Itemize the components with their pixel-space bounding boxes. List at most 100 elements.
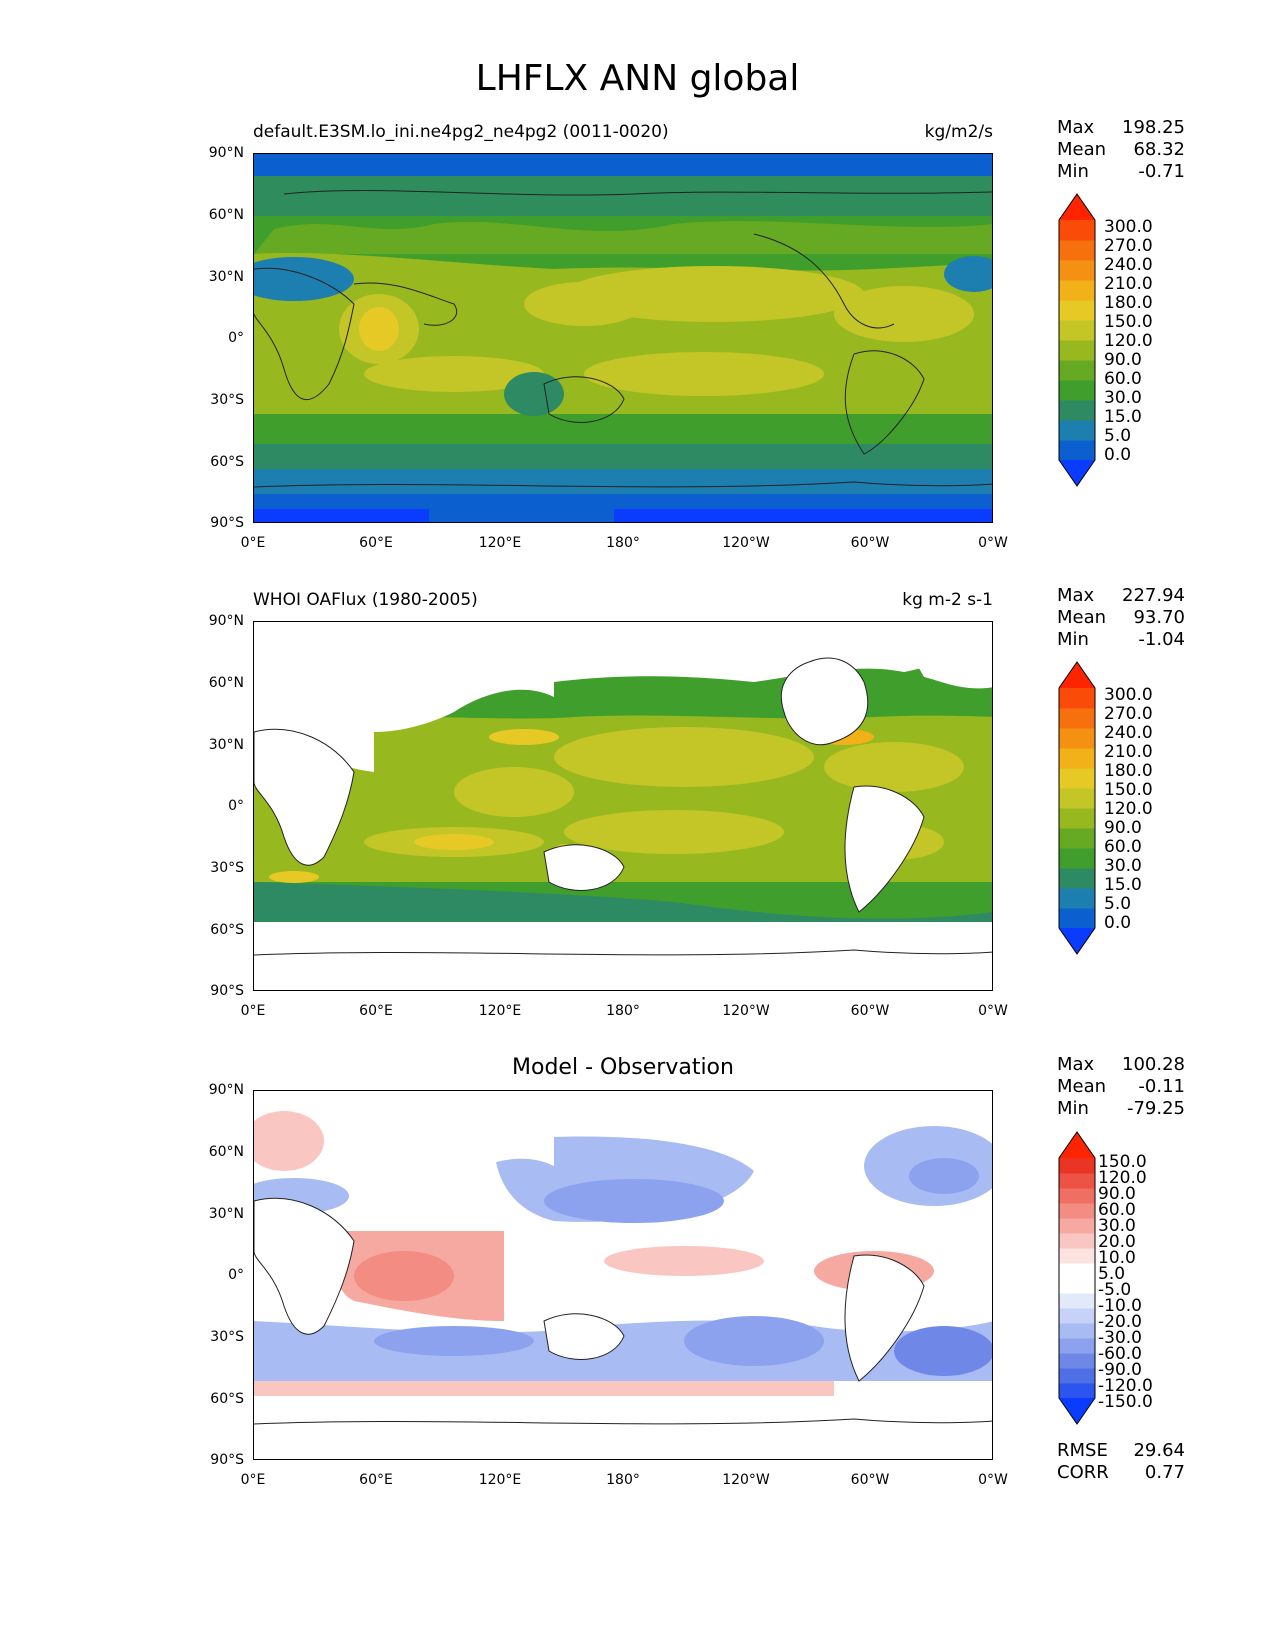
panel3-map bbox=[253, 1090, 993, 1460]
p3-rmse-value: 29.64 bbox=[1133, 1440, 1185, 1461]
p3-sio-blue bbox=[374, 1326, 534, 1356]
p2-level-5: 150.0 bbox=[1104, 780, 1153, 800]
p3-xtick-180: 180° bbox=[606, 1472, 640, 1488]
cb-seq-1-swatch-11 bbox=[1059, 708, 1095, 729]
p3-antarctic-coast bbox=[254, 1418, 992, 1425]
p1-level-3: 210.0 bbox=[1104, 274, 1153, 294]
cb-seq-0-swatch-2 bbox=[1059, 420, 1095, 441]
p3-ytick-90s: 90°S bbox=[210, 1452, 244, 1468]
p3-samerica bbox=[844, 1254, 925, 1382]
p3-min-label: Min bbox=[1057, 1098, 1089, 1119]
p3-ytick-0: 0° bbox=[228, 1267, 244, 1283]
panel1-field bbox=[254, 154, 992, 522]
p2-level-3: 210.0 bbox=[1104, 742, 1153, 762]
p3-level-11: -30.0 bbox=[1098, 1328, 1142, 1348]
p1-min-label: Min bbox=[1057, 161, 1089, 182]
cb-div-0-swatch-7 bbox=[1059, 1293, 1095, 1309]
p2-wpac bbox=[454, 767, 574, 817]
p1-australia bbox=[504, 372, 564, 416]
p3-max-value: 100.28 bbox=[1122, 1054, 1185, 1075]
p2-xtick-120e: 120°E bbox=[478, 1003, 522, 1019]
p1-ytick-0: 0° bbox=[228, 330, 244, 346]
p2-ytick-90n: 90°N bbox=[208, 613, 244, 629]
p3-ytick-30s: 30°S bbox=[210, 1329, 244, 1345]
p3-colorbar-svg bbox=[1058, 1131, 1096, 1425]
panel3-colorbar bbox=[1055, 1130, 1099, 1430]
p2-level-8: 60.0 bbox=[1104, 837, 1142, 857]
p3-level-2: 90.0 bbox=[1098, 1184, 1136, 1204]
p2-level-7: 90.0 bbox=[1104, 818, 1142, 838]
p1-midlat-n bbox=[254, 221, 992, 254]
p3-xtick-120w: 120°W bbox=[722, 1472, 770, 1488]
panel1-map bbox=[253, 153, 993, 523]
cb-seq-1-swatch-1 bbox=[1059, 908, 1095, 929]
cb-div-0-swatch-12 bbox=[1059, 1218, 1095, 1234]
cb-seq-1-swatch-7 bbox=[1059, 788, 1095, 809]
p2-natl bbox=[824, 742, 964, 792]
cb-seq-0-swatch-7 bbox=[1059, 320, 1095, 341]
p2-xtick-60w: 60°W bbox=[850, 1003, 890, 1019]
cb-seq-1-swatch-9 bbox=[1059, 748, 1095, 769]
p2-xtick-60e: 60°E bbox=[359, 1003, 393, 1019]
p1-satl bbox=[834, 359, 954, 399]
p3-level-7: 5.0 bbox=[1098, 1264, 1126, 1284]
cb-seq-0-swatch-5 bbox=[1059, 360, 1095, 381]
p3-africa bbox=[254, 1197, 355, 1335]
p3-antarctica bbox=[254, 1396, 992, 1459]
panel3-title: Model - Observation bbox=[512, 1055, 734, 1080]
panel2-map bbox=[253, 621, 993, 991]
panel1-subtitle-left: default.E3SM.lo_ini.ne4pg2_ne4pg2 (0011-… bbox=[253, 122, 669, 142]
figure-title: LHFLX ANN global bbox=[475, 58, 800, 99]
cb-div-0-swatch-16 bbox=[1059, 1158, 1095, 1174]
p2-sio-core bbox=[414, 834, 494, 850]
p3-max-label: Max bbox=[1057, 1054, 1095, 1075]
p2-namerica bbox=[780, 657, 869, 746]
p2-min-value: -1.04 bbox=[1138, 629, 1185, 650]
p3-corr-label: CORR bbox=[1057, 1462, 1109, 1483]
p3-trop-pac bbox=[604, 1246, 764, 1276]
p3-level-10: -20.0 bbox=[1098, 1312, 1142, 1332]
cb-seq-0-swatch-8 bbox=[1059, 300, 1095, 321]
p1-colorbar-svg bbox=[1058, 193, 1096, 487]
panel2-subtitle-left: WHOI OAFlux (1980-2005) bbox=[253, 590, 478, 610]
p3-level-15: -150.0 bbox=[1098, 1392, 1153, 1412]
p2-max-value: 227.94 bbox=[1122, 585, 1185, 606]
p1-xtick-0w: 0°W bbox=[978, 535, 1008, 551]
p1-spac bbox=[584, 352, 824, 396]
p2-min-label: Min bbox=[1057, 629, 1089, 650]
p1-ytick-30n: 30°N bbox=[208, 269, 244, 285]
p2-ytick-30n: 30°N bbox=[208, 737, 244, 753]
cb-seq-0-swatch-12 bbox=[1059, 220, 1095, 241]
cb-seq-1-swatch-4 bbox=[1059, 848, 1095, 869]
p1-min-value: -0.71 bbox=[1138, 161, 1185, 182]
p3-level-6: 10.0 bbox=[1098, 1248, 1136, 1268]
p1-arabian bbox=[524, 282, 644, 326]
p1-mean-label: Mean bbox=[1057, 139, 1107, 160]
cb-seq-0-swatch-1 bbox=[1059, 440, 1095, 461]
p1-ytick-90n: 90°N bbox=[208, 145, 244, 161]
p2-xtick-180: 180° bbox=[606, 1003, 640, 1019]
cb-div-0-swatch-10 bbox=[1059, 1248, 1095, 1264]
p1-mean-value: 68.32 bbox=[1133, 139, 1185, 160]
p2-level-1: 270.0 bbox=[1104, 704, 1153, 724]
panel3-metrics: RMSE 29.64 CORR 0.77 bbox=[1057, 1440, 1185, 1484]
p3-xtick-60w: 60°W bbox=[850, 1472, 890, 1488]
cb-seq-0-swatch-10 bbox=[1059, 260, 1095, 281]
p3-australia bbox=[543, 1313, 625, 1360]
p1-max-label: Max bbox=[1057, 117, 1095, 138]
p3-natl-core bbox=[909, 1158, 979, 1194]
cb-div-0-swatch-3 bbox=[1059, 1353, 1095, 1369]
p2-level-6: 120.0 bbox=[1104, 799, 1153, 819]
p3-level-3: 60.0 bbox=[1098, 1200, 1136, 1220]
cb-seq-0-extend-min bbox=[1059, 460, 1095, 486]
cb-div-0-swatch-2 bbox=[1059, 1368, 1095, 1384]
cb-seq-0-swatch-3 bbox=[1059, 400, 1095, 421]
p3-ytick-60n: 60°N bbox=[208, 1144, 244, 1160]
p2-agulhas bbox=[269, 871, 319, 883]
panel1-stats: Max 198.25 Mean 68.32 Min -0.71 bbox=[1057, 117, 1185, 183]
p3-level-12: -60.0 bbox=[1098, 1344, 1142, 1364]
p1-xtick-60w: 60°W bbox=[850, 535, 890, 551]
panel3-stats: Max 100.28 Mean -0.11 Min -79.25 bbox=[1057, 1054, 1185, 1120]
cb-div-0-swatch-6 bbox=[1059, 1308, 1095, 1324]
cb-seq-0-swatch-11 bbox=[1059, 240, 1095, 261]
